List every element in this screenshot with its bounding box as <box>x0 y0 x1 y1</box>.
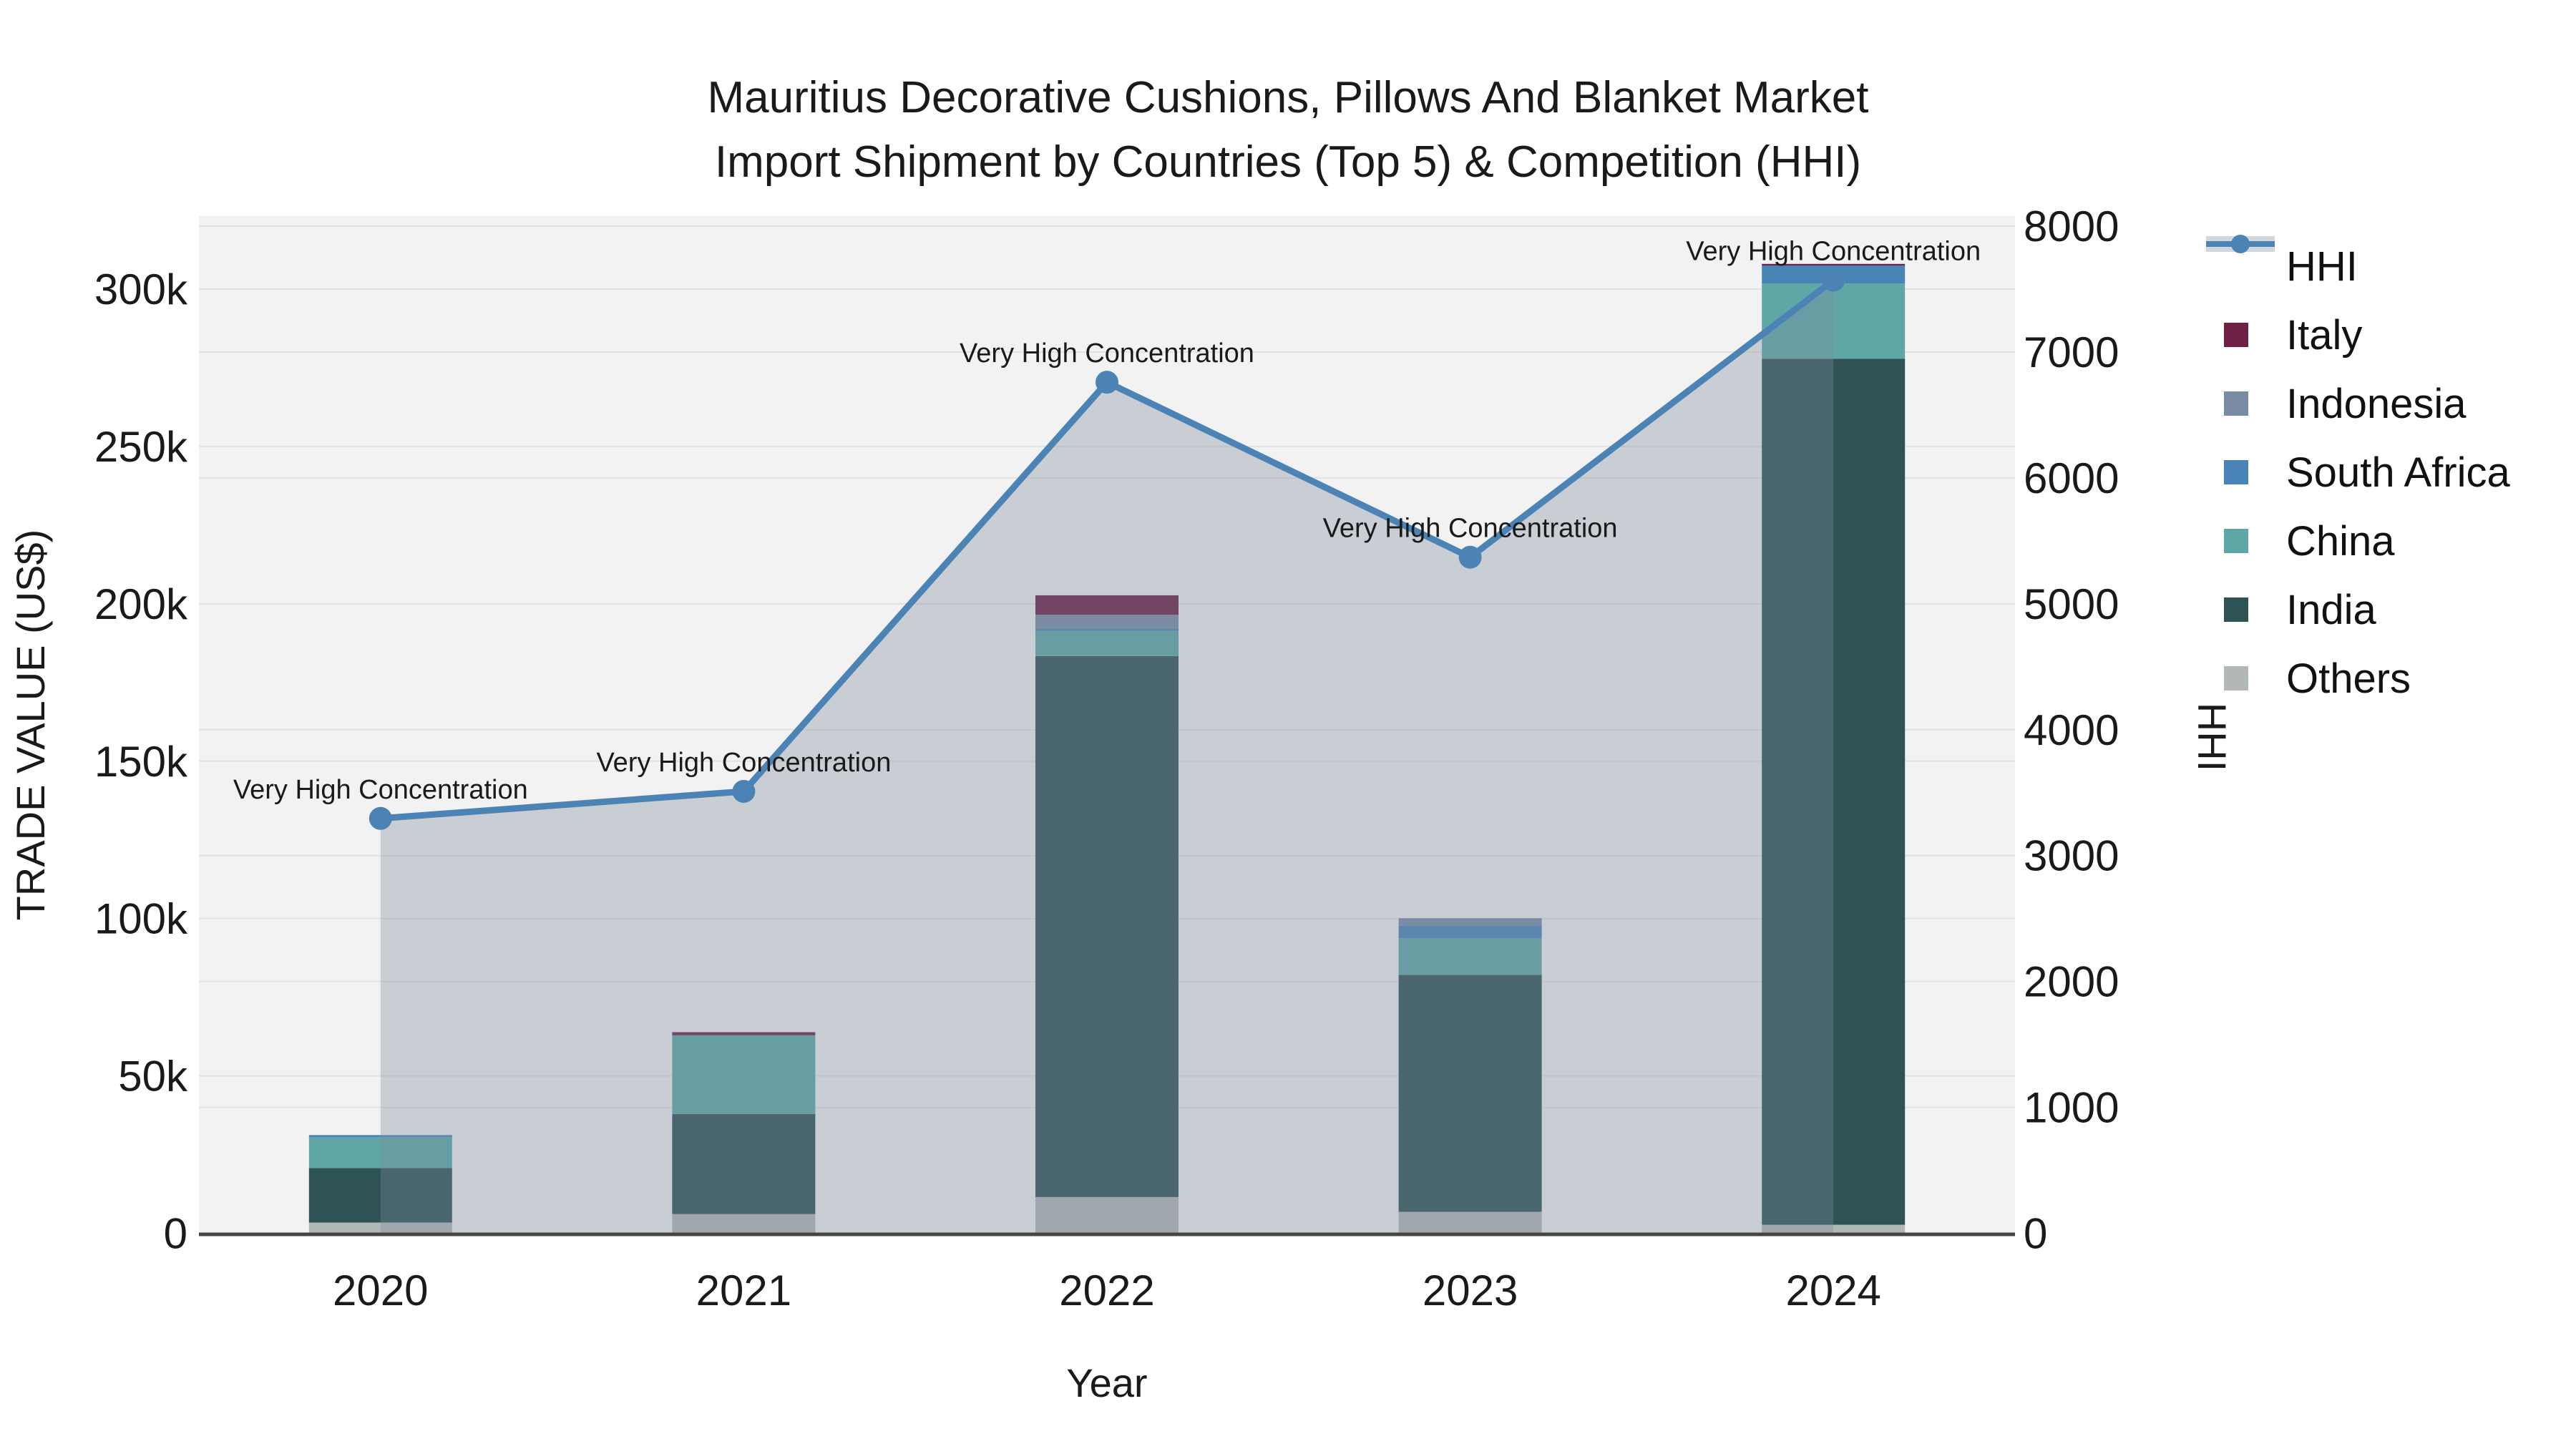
bar-2021-italy[interactable] <box>672 1032 816 1035</box>
y-right-tick-6000: 6000 <box>2024 454 2119 502</box>
legend-item-indonesia[interactable]: Indonesia <box>2206 369 2510 438</box>
x-axis-title: Year <box>1066 1360 1147 1405</box>
legend: HHI Italy Indonesia South Africa China India O… <box>2206 232 2510 713</box>
legend-item-india[interactable]: India <box>2206 575 2510 644</box>
legend-label: HHI <box>2286 243 2358 290</box>
y-left-tick-100000: 100k <box>94 895 188 943</box>
y-left-tick-200000: 200k <box>94 580 188 628</box>
bar-2023-india[interactable] <box>1398 975 1542 1212</box>
bar-2023-south-africa[interactable] <box>1398 925 1542 939</box>
legend-item-italy[interactable]: Italy <box>2206 301 2510 369</box>
x-tick-2024: 2024 <box>1785 1267 1880 1314</box>
bar-2024-italy[interactable] <box>1762 263 1906 266</box>
hhi-marker-2021[interactable] <box>732 779 756 803</box>
y-right-tick-8000: 8000 <box>2024 203 2119 250</box>
bar-2021-others[interactable] <box>672 1214 816 1234</box>
y-right-tick-5000: 5000 <box>2024 580 2119 628</box>
y-left-tick-150000: 150k <box>94 738 188 786</box>
bar-2020-south-africa[interactable] <box>308 1135 452 1138</box>
y-left-tick-50000: 50k <box>118 1053 188 1101</box>
annotation-2024: Very High Concentration <box>1686 237 1981 267</box>
india-swatch-icon <box>2206 597 2275 622</box>
x-tick-2021: 2021 <box>696 1267 791 1314</box>
bar-2022-others[interactable] <box>1035 1196 1179 1234</box>
bar-2020-india[interactable] <box>308 1168 452 1223</box>
bar-2021-china[interactable] <box>672 1035 816 1114</box>
x-tick-2022: 2022 <box>1059 1267 1154 1314</box>
bar-2022-china[interactable] <box>1035 630 1179 656</box>
others-swatch-icon <box>2206 666 2275 691</box>
bar-2022-italy[interactable] <box>1035 595 1179 615</box>
hhi-marker-2023[interactable] <box>1458 545 1482 569</box>
bar-2023-china[interactable] <box>1398 938 1542 975</box>
y-right-tick-3000: 3000 <box>2024 832 2119 880</box>
legend-item-south-africa[interactable]: South Africa <box>2206 438 2510 507</box>
legend-label: Indonesia <box>2286 380 2467 427</box>
legend-item-hhi[interactable]: HHI <box>2206 232 2510 301</box>
hhi-marker-2020[interactable] <box>369 806 392 830</box>
x-tick-2020: 2020 <box>333 1267 428 1314</box>
y-right-tick-7000: 7000 <box>2024 328 2119 376</box>
annotation-2021: Very High Concentration <box>596 748 891 778</box>
y-left-tick-0: 0 <box>164 1210 187 1258</box>
legend-label: South Africa <box>2286 449 2510 496</box>
hhi-marker-2024[interactable] <box>1822 268 1845 292</box>
plot-area: Very High Concentration Very High Concent… <box>94 203 2119 1314</box>
indonesia-swatch-icon <box>2206 391 2275 416</box>
y-right-tick-1000: 1000 <box>2024 1084 2119 1132</box>
y-right-tick-4000: 4000 <box>2024 706 2119 754</box>
y-left-tick-300000: 300k <box>94 265 188 313</box>
legend-label: Italy <box>2286 311 2363 358</box>
bar-2023-others[interactable] <box>1398 1211 1542 1234</box>
y-left-axis-title: TRADE VALUE (US$) <box>8 530 53 921</box>
bar-2020-china[interactable] <box>308 1137 452 1169</box>
bar-2024-others[interactable] <box>1762 1224 1906 1234</box>
x-tick-2023: 2023 <box>1423 1267 1518 1314</box>
bar-2020-others[interactable] <box>308 1222 452 1234</box>
bar-2021-india[interactable] <box>672 1113 816 1214</box>
legend-label: China <box>2286 517 2395 565</box>
china-swatch-icon <box>2206 529 2275 553</box>
legend-label: Others <box>2286 655 2411 702</box>
y-right-tick-0: 0 <box>2024 1210 2047 1258</box>
hhi-marker-2022[interactable] <box>1096 371 1118 394</box>
bar-2022-indonesia[interactable] <box>1035 615 1179 630</box>
y-right-tick-2000: 2000 <box>2024 958 2119 1006</box>
bar-2024-china[interactable] <box>1762 283 1906 359</box>
hhi-line-legend-icon <box>2206 235 2275 278</box>
chart-title-line1: Mauritius Decorative Cushions, Pillows A… <box>707 73 1868 122</box>
annotation-2022: Very High Concentration <box>960 338 1254 369</box>
bar-2022-south-africa[interactable] <box>1035 629 1179 631</box>
hhi-area-fill <box>380 280 1834 1234</box>
bar-2022-india[interactable] <box>1035 655 1179 1197</box>
y-left-tick-250000: 250k <box>94 423 188 471</box>
bar-2023-indonesia[interactable] <box>1398 918 1542 926</box>
italy-swatch-icon <box>2206 323 2275 347</box>
annotation-2023: Very High Concentration <box>1323 514 1618 544</box>
south-africa-swatch-icon <box>2206 460 2275 484</box>
bar-2024-india[interactable] <box>1762 358 1906 1225</box>
legend-item-china[interactable]: China <box>2206 507 2510 575</box>
legend-label: India <box>2286 586 2376 633</box>
legend-item-others[interactable]: Others <box>2206 644 2510 713</box>
y-right-axis-title: HHI <box>2190 703 2235 771</box>
chart-title-line2: Import Shipment by Countries (Top 5) & C… <box>715 137 1861 187</box>
annotation-2020: Very High Concentration <box>233 775 528 805</box>
